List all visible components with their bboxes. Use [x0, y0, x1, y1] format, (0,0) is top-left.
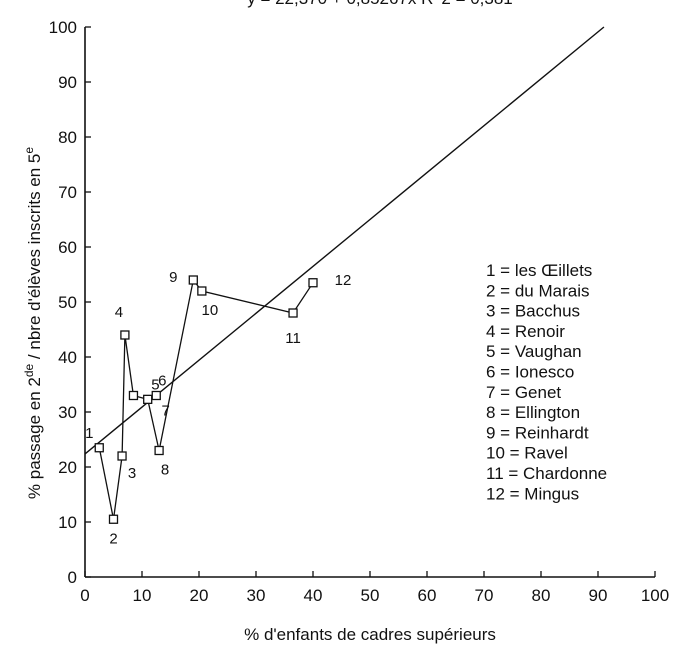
legend-entry: 4 = Renoir: [486, 322, 565, 341]
x-tick-label: 20: [190, 586, 209, 605]
data-point-label: 3: [128, 465, 136, 482]
x-axis-title: % d'enfants de cadres supérieurs: [244, 625, 496, 644]
legend-entry: 10 = Ravel: [486, 444, 568, 463]
y-tick-label: 50: [58, 293, 77, 312]
y-tick-label: 90: [58, 73, 77, 92]
data-point-label: 5: [151, 377, 159, 394]
data-point-label: 2: [109, 530, 117, 547]
axes: 0 10 20 30 40 50 60 70 80 90 100 0 10 20 30 40 50 60 70 80 9…: [49, 18, 670, 605]
y-tick-label: 10: [58, 513, 77, 532]
x-tick-label: 10: [133, 586, 152, 605]
data-point-marker: [154, 445, 164, 456]
y-axis-title-superscript: e: [22, 147, 36, 154]
y-tick-label: 60: [58, 238, 77, 257]
data-point-label: 1: [85, 425, 93, 442]
regression-line-group: [84, 26, 605, 455]
legend-entry: 3 = Bacchus: [486, 302, 580, 321]
y-axis-title-superscript: de: [22, 363, 36, 377]
data-point-marker: [128, 390, 139, 401]
legend-entry: 5 = Vaughan: [486, 342, 582, 361]
x-tick-label: 80: [532, 586, 551, 605]
y-tick-label: 80: [58, 128, 77, 147]
data-point-label: 4: [115, 304, 123, 321]
y-axis-title-part: / nbre d'élèves inscrits en 5: [25, 154, 44, 364]
legend-entry: 9 = Reinhardt: [486, 423, 589, 442]
data-point-marker: [120, 330, 130, 340]
x-tick-label: 50: [361, 586, 380, 605]
legend-entry: 12 = Mingus: [486, 484, 579, 503]
y-tick-label: 100: [49, 18, 77, 37]
legend-entry: 7 = Genet: [486, 383, 561, 402]
y-tick-label: 20: [58, 458, 77, 477]
regression-line: [84, 26, 605, 455]
y-axis-title-part: % passage en 2: [25, 377, 44, 499]
data-point-label: 7: [162, 402, 170, 419]
data-point-marker: [188, 275, 198, 285]
data-point-label: 12: [335, 272, 352, 289]
y-tick-label: 30: [58, 403, 77, 422]
chart-title: y = 22,370 + 0,85267x R^2 = 0,381: [247, 0, 513, 8]
y-tick-label: 40: [58, 348, 77, 367]
x-tick-label: 100: [641, 586, 669, 605]
data-point-marker: [288, 308, 298, 318]
legend-entry: 11 = Chardonne: [486, 464, 607, 483]
data-point-marker: [117, 451, 127, 461]
data-point-marker: [108, 514, 119, 524]
x-tick-label: 30: [247, 586, 266, 605]
legend-entry: 6 = Ionesco: [486, 363, 574, 382]
data-point-marker: [94, 443, 104, 453]
y-tick-label: 70: [58, 183, 77, 202]
data-point-label: 11: [285, 330, 301, 347]
y-axis-title: % passage en 2de / nbre d'élèves inscrit…: [22, 147, 44, 499]
data-point-marker: [143, 394, 153, 405]
data-point-label: 6: [158, 373, 166, 390]
legend-entry: 1 = les Œillets: [486, 261, 592, 280]
x-tick-label: 60: [418, 586, 437, 605]
data-point-marker: [197, 286, 207, 296]
x-tick-label: 40: [304, 586, 323, 605]
x-tick-label: 0: [80, 586, 89, 605]
legend-entry: 8 = Ellington: [486, 403, 580, 422]
legend-entry: 2 = du Marais: [486, 281, 589, 300]
data-point-label: 8: [161, 462, 169, 479]
x-tick-label: 90: [589, 586, 608, 605]
data-point-label: 9: [169, 269, 177, 286]
data-points: [94, 275, 318, 524]
data-point-label: 10: [202, 302, 219, 319]
y-tick-label: 0: [68, 568, 77, 587]
data-point-marker: [308, 278, 318, 288]
x-tick-label: 70: [475, 586, 494, 605]
